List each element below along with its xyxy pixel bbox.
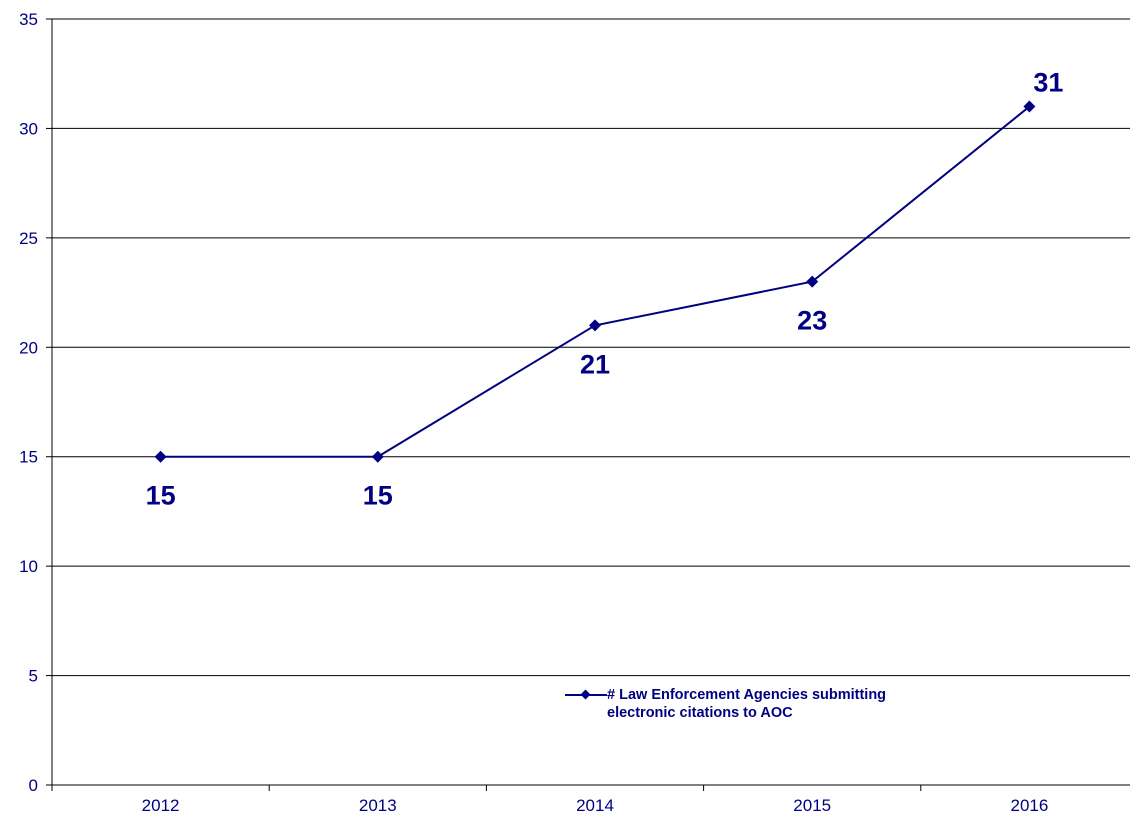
x-tick-label: 2012 (142, 796, 180, 815)
y-tick-label: 25 (19, 229, 38, 248)
data-point-marker (1023, 100, 1036, 113)
data-label: 23 (797, 306, 827, 336)
data-point-marker (154, 450, 167, 463)
data-label: 15 (363, 481, 393, 511)
legend-label: # Law Enforcement Agencies submitting el… (607, 687, 887, 721)
data-point-marker (371, 450, 384, 463)
y-tick-label: 20 (19, 338, 38, 357)
x-tick-label: 2015 (793, 796, 831, 815)
y-tick-label: 5 (29, 667, 38, 686)
data-label: 31 (1033, 68, 1063, 98)
legend-marker-icon (565, 686, 607, 704)
y-tick-label: 35 (19, 10, 38, 29)
y-tick-label: 15 (19, 448, 38, 467)
y-tick-label: 10 (19, 557, 38, 576)
data-label: 15 (146, 481, 176, 511)
data-point-marker (806, 275, 819, 288)
data-point-marker (589, 319, 601, 332)
y-tick-label: 0 (29, 776, 38, 795)
series-line (160, 105, 1031, 458)
data-label: 21 (580, 349, 610, 379)
legend: # Law Enforcement Agencies submitting el… (565, 686, 945, 722)
x-tick-label: 2014 (576, 796, 614, 815)
x-tick-label: 2013 (359, 796, 397, 815)
x-tick-label: 2016 (1010, 796, 1048, 815)
y-tick-label: 30 (19, 119, 38, 138)
